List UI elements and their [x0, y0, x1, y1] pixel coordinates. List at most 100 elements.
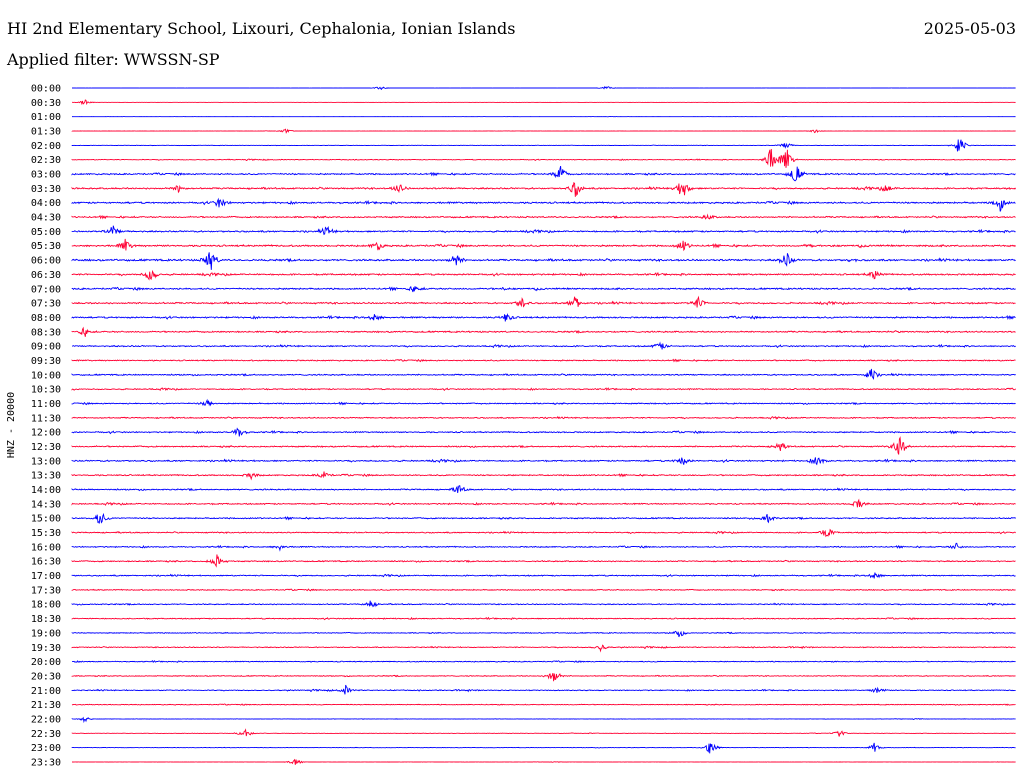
trace-row [71, 672, 1016, 682]
trace-row [71, 139, 1016, 152]
trace-row [71, 630, 1016, 638]
time-tick-label: 09:30 [31, 356, 61, 367]
trace-row [71, 415, 1016, 420]
time-tick-label: 19:30 [31, 643, 61, 654]
time-tick-label: 14:30 [31, 499, 61, 510]
channel-label: HNZ - 20000 [6, 392, 17, 458]
time-tick-label: 15:00 [31, 514, 61, 525]
applied-filter-label: Applied filter: WWSSN-SP [7, 50, 220, 69]
time-tick-label: 08:00 [31, 313, 61, 324]
time-tick-label: 03:30 [31, 184, 61, 195]
time-tick-label: 01:00 [31, 112, 61, 123]
trace-row [71, 285, 1016, 293]
trace-row [71, 471, 1016, 481]
time-tick-label: 06:00 [31, 256, 61, 267]
time-tick-label: 03:00 [31, 170, 61, 181]
time-tick-label: 18:00 [31, 600, 61, 611]
trace-row [71, 197, 1016, 212]
time-tick-label: 21:30 [31, 700, 61, 711]
time-tick-label: 02:00 [31, 141, 61, 152]
seismogram-traces [71, 86, 1016, 765]
trace-row [71, 728, 1016, 737]
time-tick-label: 23:00 [31, 743, 61, 754]
trace-row [71, 398, 1016, 407]
time-tick-label: 11:00 [31, 399, 61, 410]
trace-row [71, 213, 1016, 220]
time-tick-label: 19:00 [31, 628, 61, 639]
time-tick-label: 21:00 [31, 686, 61, 697]
time-tick-label: 08:30 [31, 327, 61, 338]
trace-row [72, 758, 1016, 765]
time-tick-label: 22:30 [31, 729, 61, 740]
time-tick-label: 12:00 [31, 428, 61, 439]
trace-row [71, 703, 1016, 706]
trace-row [71, 225, 1016, 236]
time-tick-label: 13:00 [31, 456, 61, 467]
trace-row [71, 427, 1016, 437]
time-tick-label: 02:30 [31, 155, 61, 166]
time-tick-label: 20:00 [31, 657, 61, 668]
trace-row [71, 387, 1016, 392]
trace-row [71, 542, 1016, 552]
trace-row [72, 86, 1016, 91]
time-tick-label: 07:30 [31, 299, 61, 310]
time-tick-label: 05:00 [31, 227, 61, 238]
time-tick-label: 23:30 [31, 757, 61, 768]
trace-row [71, 600, 1016, 608]
trace-row [71, 644, 1016, 653]
trace-row [72, 99, 1016, 106]
trace-row [71, 528, 1016, 538]
time-tick-label: 17:00 [31, 571, 61, 582]
time-tick-label: 20:30 [31, 671, 61, 682]
time-tick-label: 09:00 [31, 342, 61, 353]
time-tick-label: 15:30 [31, 528, 61, 539]
trace-row [71, 716, 1016, 724]
trace-row [72, 341, 1016, 350]
trace-row [71, 554, 1016, 568]
time-tick-label: 00:30 [31, 98, 61, 109]
time-tick-label: 06:30 [31, 270, 61, 281]
time-tick-labels: 00:00 00:30 01:00 01:30 02:00 02:30 03:00 03:30… [31, 84, 61, 769]
trace-row [71, 572, 1016, 579]
trace-row [71, 313, 1016, 322]
trace-row [71, 269, 1016, 281]
record-date: 2025-05-03 [923, 19, 1016, 38]
trace-row [71, 457, 1016, 466]
time-tick-label: 10:00 [31, 370, 61, 381]
trace-row [72, 660, 1016, 664]
trace-row [71, 368, 1016, 381]
trace-row [71, 128, 1016, 134]
time-tick-label: 00:00 [31, 84, 61, 95]
time-tick-label: 05:30 [31, 241, 61, 252]
time-tick-label: 18:30 [31, 614, 61, 625]
time-tick-label: 04:30 [31, 213, 61, 224]
time-tick-label: 11:30 [31, 413, 61, 424]
time-tick-label: 13:30 [31, 471, 61, 482]
trace-row [71, 238, 1016, 252]
time-tick-label: 10:30 [31, 385, 61, 396]
trace-row [71, 742, 1016, 754]
time-tick-label: 14:00 [31, 485, 61, 496]
trace-row [71, 588, 1016, 592]
trace-row [71, 148, 1016, 168]
trace-row [71, 436, 1016, 455]
time-tick-label: 12:30 [31, 442, 61, 453]
trace-row [71, 485, 1016, 494]
trace-row [71, 684, 1016, 695]
time-tick-label: 01:30 [31, 127, 61, 138]
time-tick-label: 17:30 [31, 585, 61, 596]
trace-row [71, 181, 1016, 197]
time-tick-label: 16:00 [31, 542, 61, 553]
trace-row [71, 358, 1016, 363]
trace-row [71, 512, 1016, 524]
time-tick-label: 16:30 [31, 557, 61, 568]
station-title: HI 2nd Elementary School, Lixouri, Cepha… [7, 19, 516, 38]
trace-row [71, 616, 1016, 621]
time-tick-label: 04:00 [31, 198, 61, 209]
trace-row [71, 295, 1016, 308]
trace-row [71, 498, 1016, 508]
time-tick-label: 07:00 [31, 284, 61, 295]
trace-row [71, 326, 1016, 337]
time-tick-label: 22:00 [31, 714, 61, 725]
